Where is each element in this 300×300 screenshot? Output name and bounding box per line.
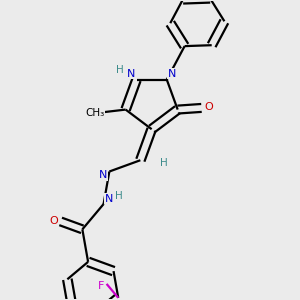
Text: N: N [105,194,113,204]
Text: F: F [98,281,104,291]
Text: CH₃: CH₃ [85,108,104,118]
Text: H: H [115,191,122,201]
Text: O: O [49,216,58,226]
Text: N: N [99,170,108,181]
Text: H: H [116,65,124,75]
Text: N: N [168,69,176,79]
Text: N: N [126,69,135,79]
Text: H: H [160,158,168,168]
Text: O: O [204,102,213,112]
